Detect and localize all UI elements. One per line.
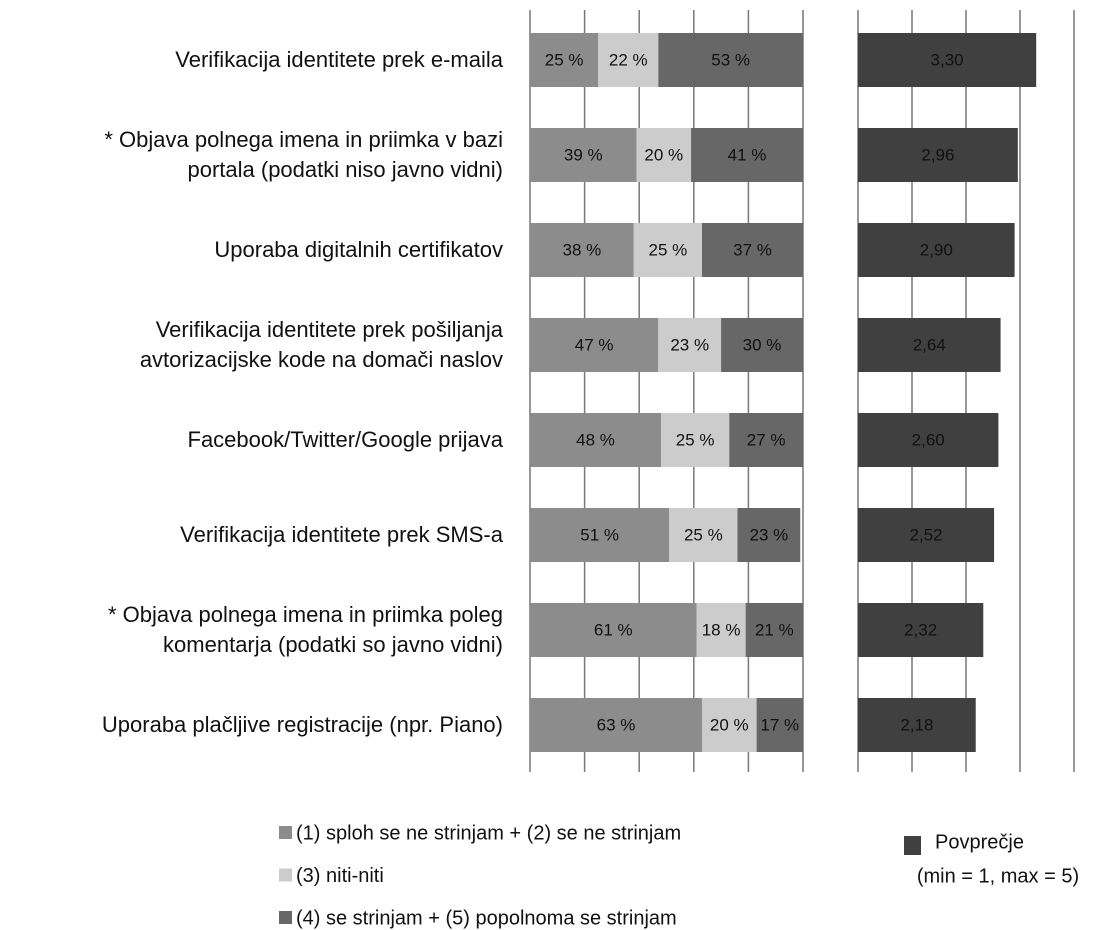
bar-segment (530, 508, 670, 562)
value-label: 2,52 (909, 525, 942, 544)
bar-segment (598, 33, 659, 87)
bar (858, 33, 1037, 87)
bar-segment (691, 128, 803, 182)
bar-segment (729, 413, 803, 467)
bar-segment (745, 603, 803, 657)
value-label: 61 % (594, 620, 633, 639)
category-label: Facebook/Twitter/Google prijava (187, 427, 504, 452)
value-label: 25 % (676, 430, 715, 449)
legend-label: (4) se strinjam + (5) popolnoma se strin… (296, 907, 677, 929)
bar-segment (658, 33, 803, 87)
bar-segment (633, 223, 702, 277)
value-label: 23 % (750, 525, 789, 544)
bar (858, 603, 984, 657)
value-label: 39 % (564, 145, 603, 164)
bar-segment (756, 698, 803, 752)
value-label: 2,32 (904, 620, 937, 639)
value-label: 47 % (575, 335, 614, 354)
category-label: Verifikacija identitete prek SMS-a (180, 522, 503, 547)
value-label: 25 % (648, 240, 687, 259)
value-label: 48 % (576, 430, 615, 449)
value-label: 3,30 (931, 50, 964, 69)
value-label: 18 % (702, 620, 741, 639)
value-label: 20 % (710, 715, 749, 734)
bar-segment (696, 603, 746, 657)
value-label: 21 % (755, 620, 794, 639)
category-label: Verifikacija identitete prek pošiljanja … (139, 317, 503, 372)
legend-label: (1) sploh se ne strinjam + (2) se ne str… (296, 822, 681, 844)
bar-segment (530, 603, 697, 657)
value-label: 30 % (743, 335, 782, 354)
bar-segment (530, 128, 637, 182)
legend-label: Povprečje (935, 831, 1024, 853)
value-label: 2,96 (921, 145, 954, 164)
bar-segment (721, 318, 803, 372)
legend-label: (3) niti-niti (296, 865, 384, 887)
bar-segment (669, 508, 738, 562)
bar (858, 223, 1015, 277)
value-label: 25 % (684, 525, 723, 544)
value-label: 2,60 (912, 430, 945, 449)
value-label: 23 % (670, 335, 709, 354)
bar (858, 698, 976, 752)
category-label: Uporaba digitalnih certifikatov (214, 237, 503, 262)
value-label: 38 % (562, 240, 601, 259)
legend-swatch (904, 836, 921, 855)
bar-segment (530, 223, 634, 277)
bar-segment (737, 508, 801, 562)
value-label: 22 % (609, 50, 648, 69)
value-label: 63 % (597, 715, 636, 734)
value-label: 20 % (644, 145, 683, 164)
bar (858, 413, 999, 467)
value-label: 17 % (760, 715, 799, 734)
value-label: 51 % (580, 525, 619, 544)
legend-swatch (279, 868, 292, 882)
value-label: 2,18 (900, 715, 933, 734)
value-label: 41 % (728, 145, 767, 164)
bar-segment (636, 128, 692, 182)
value-label: 53 % (711, 50, 750, 69)
bar-segment (530, 413, 662, 467)
bar-segment (701, 223, 803, 277)
bar-segment (661, 413, 730, 467)
bar-segment (530, 33, 599, 87)
value-label: 2,90 (920, 240, 953, 259)
bar (858, 128, 1018, 182)
category-label: * Objava polnega imena in priimka v bazi… (104, 127, 503, 182)
bar-segment (530, 698, 702, 752)
value-label: 37 % (733, 240, 772, 259)
value-label: 27 % (747, 430, 786, 449)
bar (858, 318, 1001, 372)
bar (858, 508, 995, 562)
category-label: Uporaba plačljive registracije (npr. Pia… (101, 712, 503, 737)
legend-swatch (279, 826, 292, 839)
category-label: Verifikacija identitete prek e-maila (175, 47, 503, 72)
legend-swatch (279, 911, 292, 924)
bar-segment (658, 318, 722, 372)
bar-segment (530, 318, 659, 372)
legend-note: (min = 1, max = 5) (917, 865, 1079, 887)
bar-segment (701, 698, 757, 752)
value-label: 25 % (545, 50, 584, 69)
category-label: * Objava polnega imena in priimka poleg … (107, 602, 503, 657)
value-label: 2,64 (913, 335, 946, 354)
